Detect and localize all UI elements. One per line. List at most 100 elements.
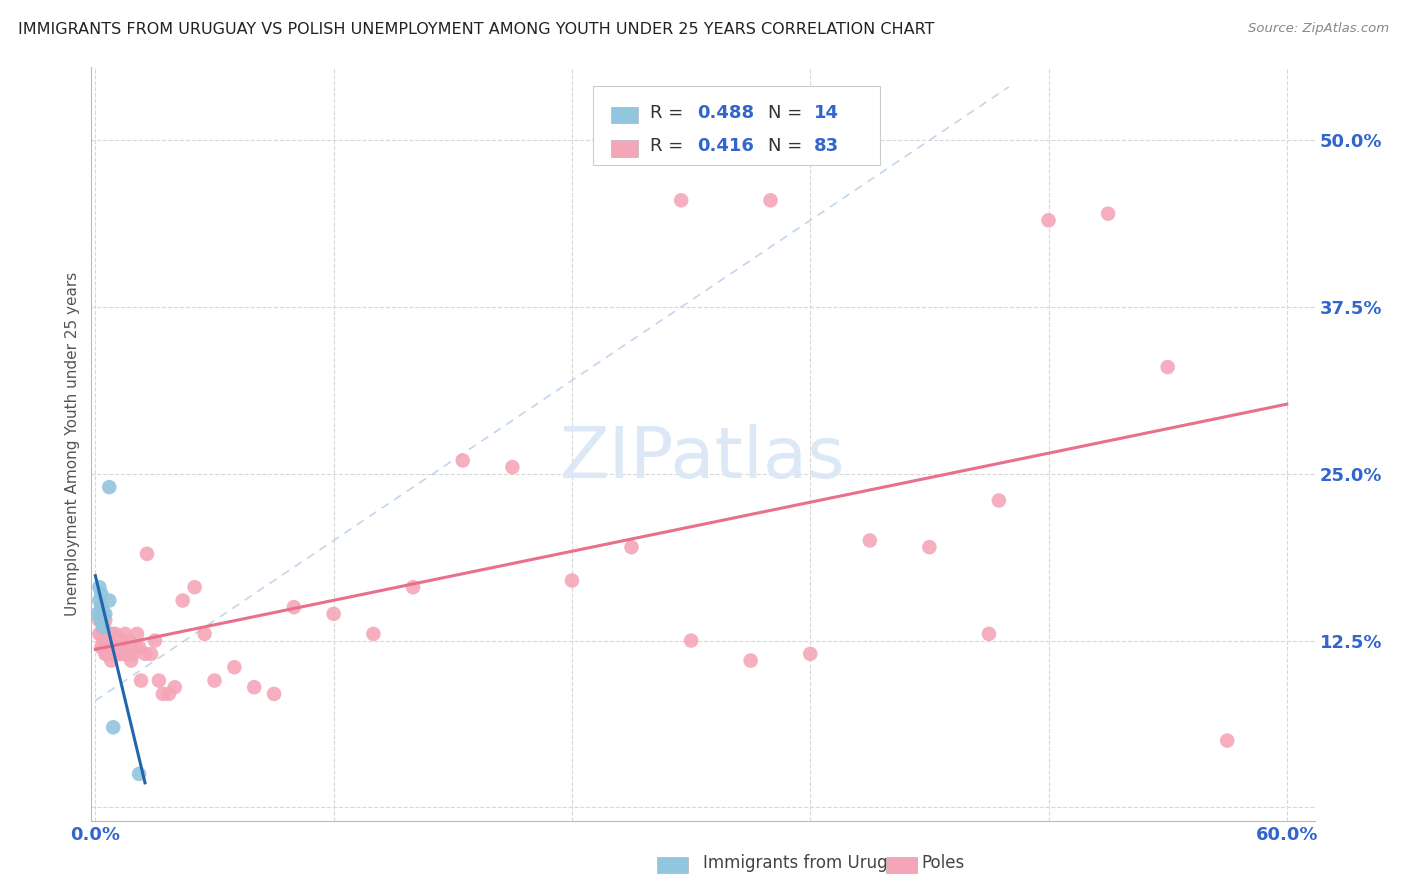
Point xyxy=(977,627,1000,641)
Point xyxy=(89,580,111,594)
Text: N =: N = xyxy=(768,137,808,155)
Point xyxy=(322,607,344,621)
Point xyxy=(91,620,114,634)
Point xyxy=(243,680,266,694)
Point xyxy=(128,640,150,655)
Text: 0.488: 0.488 xyxy=(697,103,754,121)
Text: 0.416: 0.416 xyxy=(697,137,754,155)
Point xyxy=(112,647,135,661)
Point xyxy=(90,614,112,628)
Point xyxy=(143,633,166,648)
Point xyxy=(91,607,114,621)
Text: R =: R = xyxy=(651,103,689,121)
Point xyxy=(122,647,145,661)
Point xyxy=(283,600,305,615)
Text: Source: ZipAtlas.com: Source: ZipAtlas.com xyxy=(1249,22,1389,36)
Point xyxy=(98,640,121,655)
Point xyxy=(194,627,217,641)
Point xyxy=(669,194,692,208)
Point xyxy=(110,647,132,661)
Point xyxy=(128,767,150,781)
Point xyxy=(402,580,425,594)
Point xyxy=(98,593,121,607)
Point xyxy=(94,640,117,655)
Point xyxy=(89,627,111,641)
Point xyxy=(91,620,114,634)
Point xyxy=(163,680,186,694)
FancyBboxPatch shape xyxy=(612,140,638,157)
Point xyxy=(204,673,226,688)
Point xyxy=(103,640,125,655)
Point xyxy=(1216,733,1239,747)
Text: ZIPatlas: ZIPatlas xyxy=(560,425,846,493)
Point xyxy=(90,607,112,621)
Point xyxy=(108,633,131,648)
Point xyxy=(105,633,128,648)
Point xyxy=(172,593,194,607)
Point xyxy=(104,627,127,641)
Point xyxy=(100,627,122,641)
Point xyxy=(152,687,174,701)
Point xyxy=(129,673,152,688)
Text: N =: N = xyxy=(768,103,808,121)
Point xyxy=(136,547,159,561)
Point xyxy=(100,640,122,655)
Point xyxy=(104,647,127,661)
Point xyxy=(124,640,146,655)
Point xyxy=(224,660,246,674)
Point xyxy=(104,640,127,655)
Point xyxy=(89,593,111,607)
Point xyxy=(114,640,136,655)
Point xyxy=(89,614,111,628)
Point xyxy=(799,647,821,661)
Point xyxy=(363,627,385,641)
Point xyxy=(90,640,112,655)
Point xyxy=(1038,213,1060,227)
Point xyxy=(125,627,148,641)
Point xyxy=(96,633,118,648)
Point xyxy=(96,627,118,641)
Point xyxy=(501,460,523,475)
Text: Immigrants from Uruguay: Immigrants from Uruguay xyxy=(703,855,918,872)
Point xyxy=(148,673,170,688)
Point xyxy=(987,493,1010,508)
Point xyxy=(740,654,762,668)
Point xyxy=(759,194,782,208)
Point xyxy=(100,654,122,668)
Point xyxy=(859,533,882,548)
FancyBboxPatch shape xyxy=(593,86,880,165)
Point xyxy=(263,687,285,701)
Point xyxy=(94,614,117,628)
Text: IMMIGRANTS FROM URUGUAY VS POLISH UNEMPLOYMENT AMONG YOUTH UNDER 25 YEARS CORREL: IMMIGRANTS FROM URUGUAY VS POLISH UNEMPL… xyxy=(18,22,935,37)
Point xyxy=(918,540,941,554)
Point xyxy=(103,647,125,661)
Point xyxy=(94,607,117,621)
Y-axis label: Unemployment Among Youth under 25 years: Unemployment Among Youth under 25 years xyxy=(65,272,80,615)
Point xyxy=(94,633,117,648)
Point xyxy=(183,580,205,594)
Point xyxy=(90,587,112,601)
Point xyxy=(86,607,108,621)
Point xyxy=(114,627,136,641)
Point xyxy=(620,540,643,554)
Point xyxy=(108,647,131,661)
Text: R =: R = xyxy=(651,137,689,155)
Point xyxy=(96,647,118,661)
Point xyxy=(120,654,142,668)
Point xyxy=(98,647,121,661)
Point xyxy=(98,480,121,494)
Text: 83: 83 xyxy=(814,137,839,155)
Point xyxy=(90,600,112,615)
Point xyxy=(139,647,162,661)
Point xyxy=(91,640,114,655)
Text: Poles: Poles xyxy=(921,855,965,872)
Point xyxy=(91,614,114,628)
Point xyxy=(96,640,118,655)
FancyBboxPatch shape xyxy=(612,107,638,123)
Point xyxy=(118,633,141,648)
Point xyxy=(115,647,138,661)
Text: 14: 14 xyxy=(814,103,839,121)
Point xyxy=(1156,360,1178,375)
Point xyxy=(94,647,117,661)
Point xyxy=(1097,207,1119,221)
